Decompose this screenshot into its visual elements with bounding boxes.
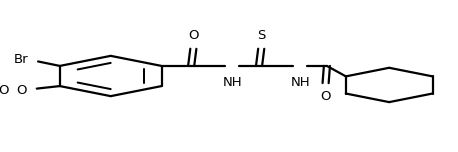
Text: Br: Br <box>13 53 28 66</box>
Text: O: O <box>16 84 27 97</box>
Text: S: S <box>257 29 265 42</box>
Text: O: O <box>320 90 331 103</box>
Text: NH: NH <box>291 76 311 89</box>
Text: NH: NH <box>223 76 243 89</box>
Text: O: O <box>0 84 9 97</box>
Text: O: O <box>188 29 199 42</box>
